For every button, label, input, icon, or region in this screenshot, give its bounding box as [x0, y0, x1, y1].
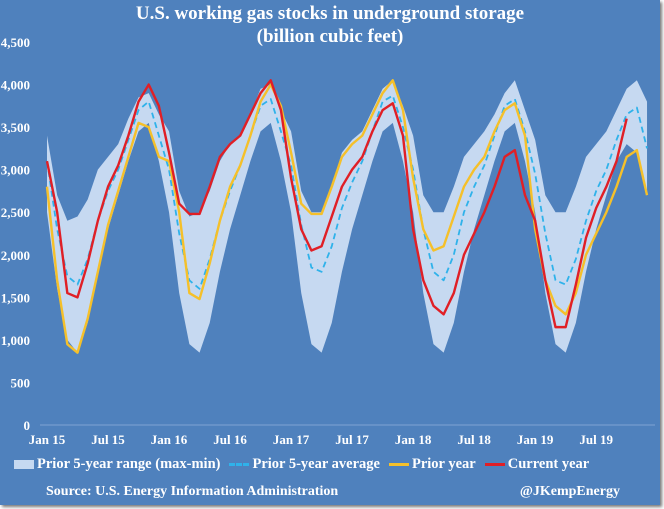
- legend-label: Prior 5-year average: [252, 456, 380, 472]
- range-band: [47, 80, 648, 353]
- prior-year-swatch: [388, 462, 409, 466]
- x-tick-label: Jan 17: [273, 432, 310, 447]
- source-note: Source: U.S. Energy Information Administ…: [46, 484, 339, 499]
- y-tick-label: 2,000: [1, 248, 30, 263]
- legend-item-current-year: Current year: [484, 455, 590, 473]
- y-tick-label: 2,500: [1, 205, 30, 220]
- x-tick-label: Jan 15: [29, 432, 66, 447]
- x-tick-label: Jan 19: [517, 432, 554, 447]
- legend-label: Prior year: [411, 456, 476, 472]
- legend-item-average: Prior 5-year average: [229, 455, 380, 473]
- y-tick-label: 1,500: [1, 290, 30, 305]
- range-swatch: [14, 459, 34, 469]
- x-tick-label: Jan 16: [151, 432, 188, 447]
- x-tick-label: Jul 19: [579, 432, 613, 447]
- credit: @JKempEnergy: [519, 484, 620, 499]
- legend-item-prior-year: Prior year: [388, 455, 476, 473]
- chart-subtitle: (billion cubic feet): [256, 26, 404, 47]
- average-swatch: [229, 462, 250, 466]
- chart-title: U.S. working gas stocks in underground s…: [135, 3, 525, 24]
- legend-item-range: Prior 5-year range (max-min): [14, 455, 220, 473]
- x-tick-label: Jan 18: [395, 432, 432, 447]
- y-tick-label: 1,000: [1, 333, 30, 348]
- x-tick-label: Jul 15: [91, 432, 125, 447]
- prior-5-year-average-line: [46, 94, 648, 290]
- y-tick-label: 4,000: [1, 78, 30, 93]
- y-tick-label: 0: [24, 418, 31, 433]
- y-tick-label: 4,500: [1, 35, 30, 50]
- x-tick-label: Jul 17: [335, 432, 369, 447]
- x-tick-label: Jul 18: [457, 432, 491, 447]
- y-tick-label: 3,000: [1, 163, 30, 178]
- y-tick-label: 3,500: [1, 120, 30, 135]
- legend-label: Current year: [507, 456, 590, 472]
- x-tick-label: Jul 16: [213, 432, 247, 447]
- plot-area: 0 500 1,000 1,500 2,000 2,500 3,000 3,500 4,000 4…: [1, 35, 655, 447]
- legend-label: Prior 5-year range (max-min): [37, 456, 221, 472]
- current-year-line: [45, 79, 628, 329]
- current-year-swatch: [484, 462, 505, 466]
- legend: Prior 5-year range (max-min) Prior 5-yea…: [14, 455, 656, 473]
- y-tick-label: 500: [11, 375, 31, 390]
